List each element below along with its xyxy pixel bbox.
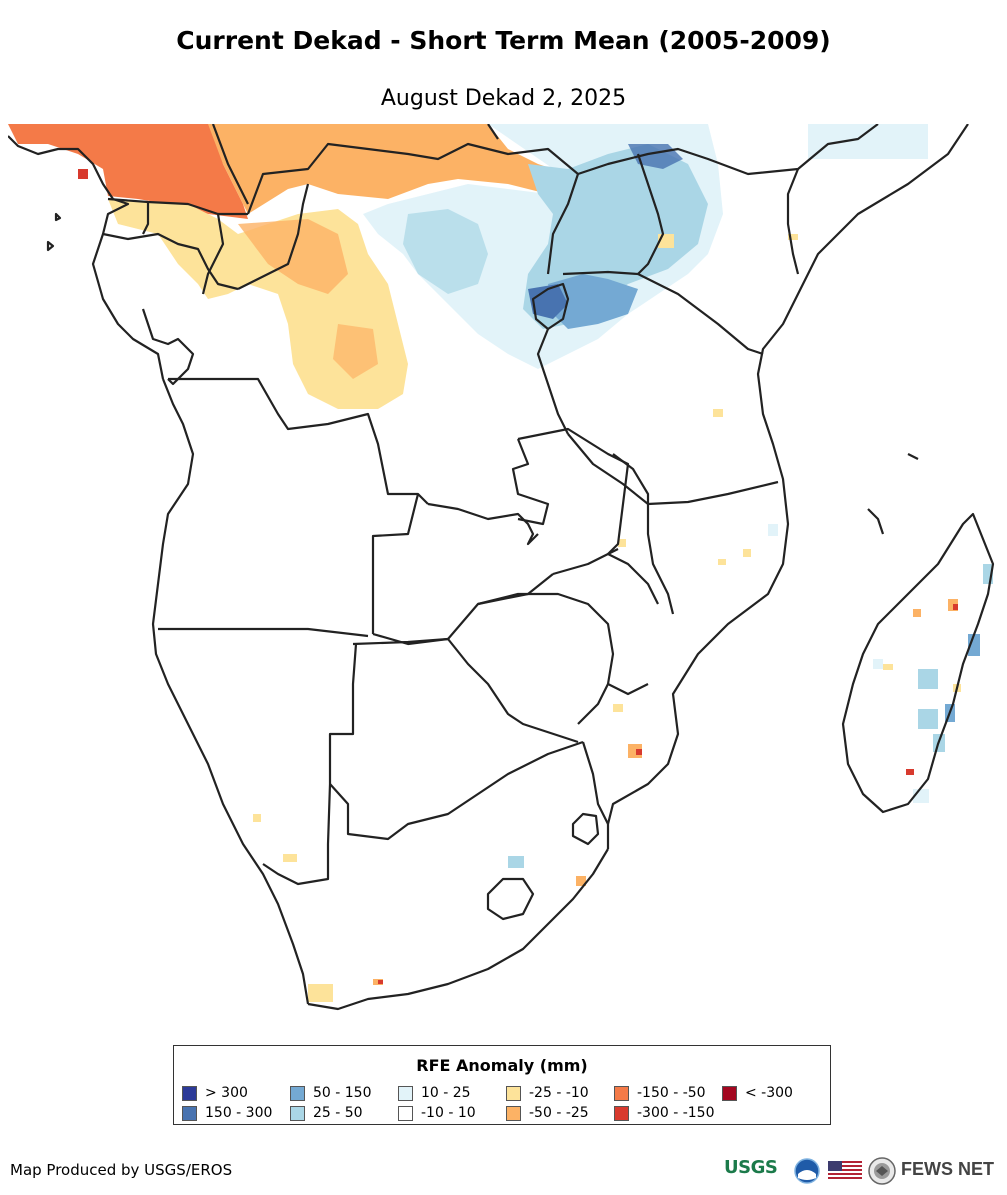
legend-swatch xyxy=(182,1085,197,1101)
legend-swatch xyxy=(614,1105,629,1121)
legend-label: 25 - 50 xyxy=(313,1105,363,1121)
legend-label: -25 - -10 xyxy=(529,1085,589,1101)
legend-swatch xyxy=(290,1085,305,1101)
state-department-seal-icon xyxy=(868,1157,896,1185)
legend-item: 150 - 300 xyxy=(182,1104,290,1122)
legend-label: < -300 xyxy=(745,1085,793,1101)
map-title: Current Dekad - Short Term Mean (2005-20… xyxy=(176,26,831,55)
legend-swatch xyxy=(614,1085,629,1101)
legend-item: -25 - -10 xyxy=(506,1084,614,1102)
legend-item: -50 - -25 xyxy=(506,1104,614,1122)
legend-label: 150 - 300 xyxy=(205,1105,273,1121)
legend-item: 25 - 50 xyxy=(290,1104,398,1122)
legend-swatch xyxy=(506,1105,521,1121)
legend-item: > 300 xyxy=(182,1084,290,1102)
legend-swatch xyxy=(398,1085,413,1101)
anomaly-shading xyxy=(8,124,993,1002)
legend-label: -50 - -25 xyxy=(529,1105,589,1121)
legend-item: 50 - 150 xyxy=(290,1084,398,1102)
legend-swatch xyxy=(290,1105,305,1121)
usgs-logo-icon: USGS xyxy=(724,1157,778,1178)
legend-swatch xyxy=(722,1085,737,1101)
legend-item: -10 - 10 xyxy=(398,1104,506,1122)
legend-swatch xyxy=(506,1085,521,1101)
anomaly-map xyxy=(8,124,995,1011)
logo-strip: USGS FEWS NET xyxy=(724,1155,999,1187)
legend-label: > 300 xyxy=(205,1085,248,1101)
country-borders xyxy=(8,124,995,1011)
us-flag-icon xyxy=(828,1161,862,1181)
map-credit: Map Produced by USGS/EROS xyxy=(10,1161,233,1179)
legend-item: < -300 xyxy=(722,1084,830,1102)
legend-item: -150 - -50 xyxy=(614,1084,722,1102)
fews-net-logo: FEWS NET xyxy=(901,1159,994,1179)
noaa-logo-icon xyxy=(794,1158,820,1184)
legend-label: -150 - -50 xyxy=(637,1085,706,1101)
legend-label: -300 - -150 xyxy=(637,1105,715,1121)
legend-label: -10 - 10 xyxy=(421,1105,476,1121)
map-subtitle: August Dekad 2, 2025 xyxy=(380,86,627,111)
legend-item: -300 - -150 xyxy=(614,1104,722,1122)
legend-grid: > 300 50 - 150 10 - 25 -25 - -10 -150 - … xyxy=(182,1084,830,1122)
legend-label: 50 - 150 xyxy=(313,1085,372,1101)
legend-swatch xyxy=(398,1105,413,1121)
legend-swatch xyxy=(182,1105,197,1121)
map-legend: RFE Anomaly (mm) > 300 50 - 150 10 - 25 … xyxy=(173,1045,831,1125)
legend-title: RFE Anomaly (mm) xyxy=(416,1056,588,1075)
legend-label: 10 - 25 xyxy=(421,1085,471,1101)
legend-item: 10 - 25 xyxy=(398,1084,506,1102)
